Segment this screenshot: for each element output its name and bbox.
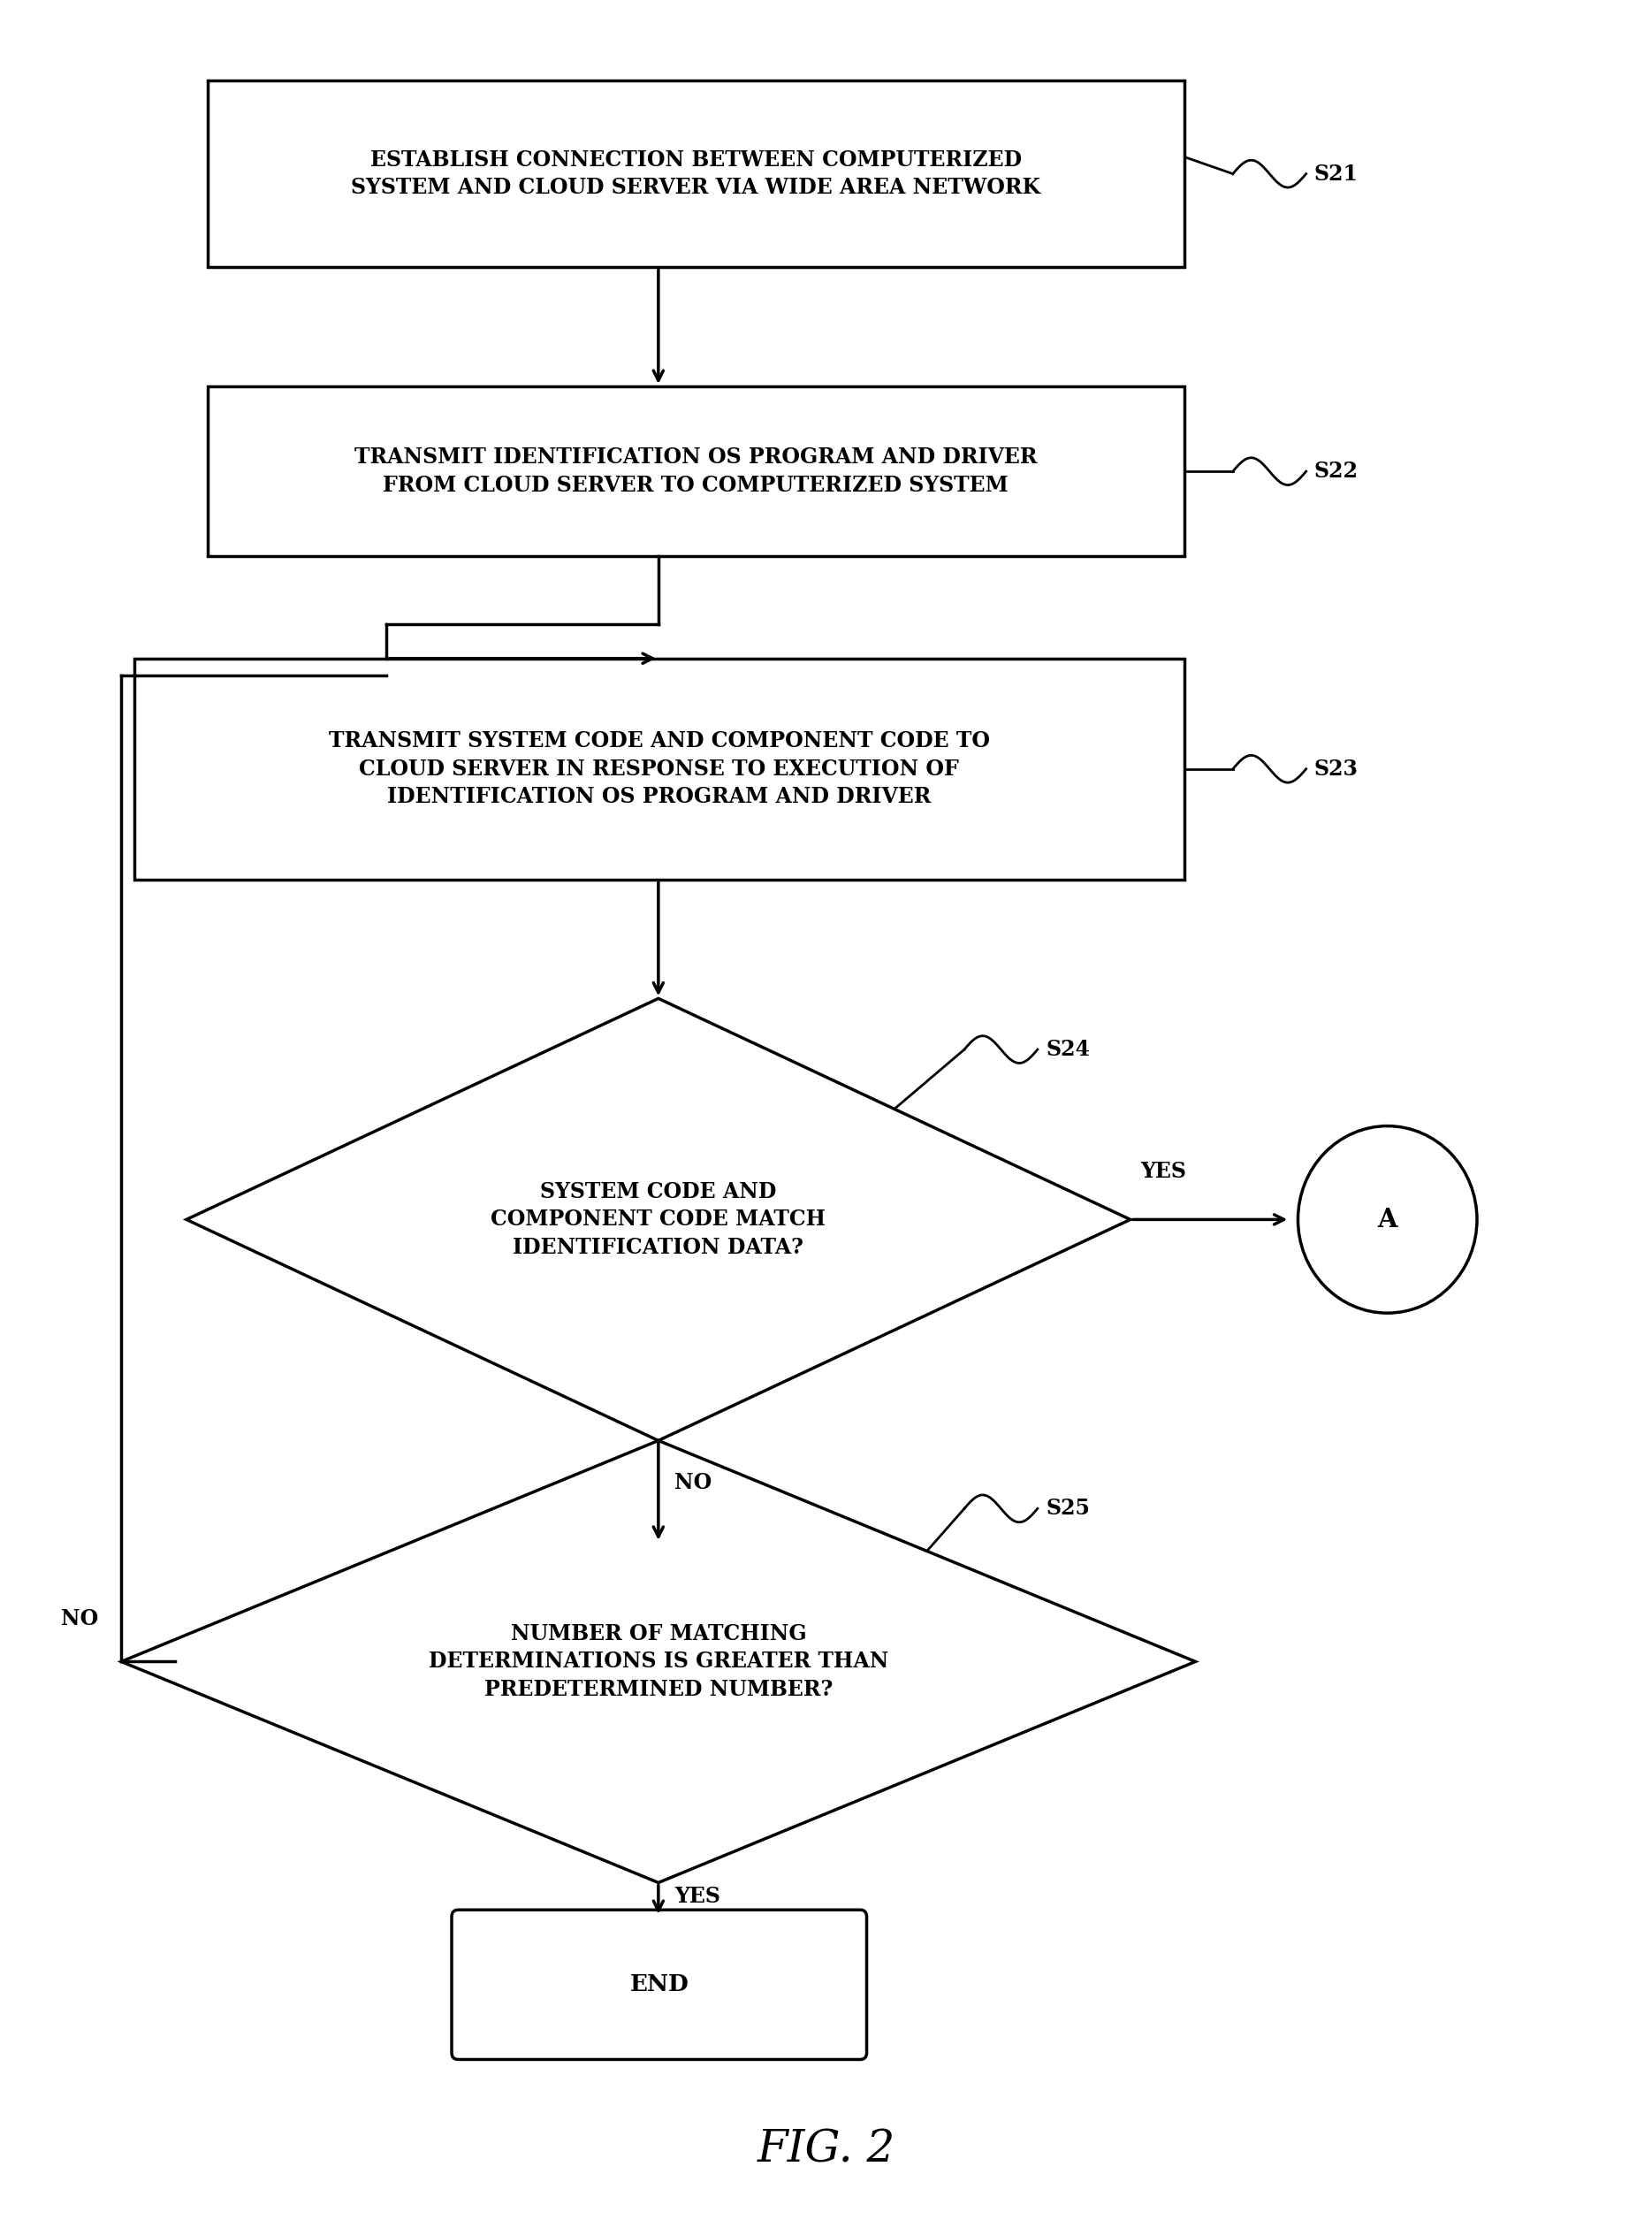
Polygon shape [187,999,1130,1442]
Text: END: END [629,1974,689,1996]
Text: TRANSMIT SYSTEM CODE AND COMPONENT CODE TO
CLOUD SERVER IN RESPONSE TO EXECUTION: TRANSMIT SYSTEM CODE AND COMPONENT CODE … [329,731,990,807]
Text: NO: NO [61,1609,99,1629]
Text: A: A [1378,1207,1398,1231]
Text: YES: YES [1140,1160,1186,1182]
Text: NUMBER OF MATCHING
DETERMINATIONS IS GREATER THAN
PREDETERMINED NUMBER?: NUMBER OF MATCHING DETERMINATIONS IS GRE… [428,1623,889,1701]
Circle shape [1298,1126,1477,1312]
Bar [208,80,1184,268]
Bar [134,659,1184,878]
Text: ESTABLISH CONNECTION BETWEEN COMPUTERIZED
SYSTEM AND CLOUD SERVER VIA WIDE AREA : ESTABLISH CONNECTION BETWEEN COMPUTERIZE… [352,150,1041,199]
Text: S25: S25 [1046,1497,1090,1520]
Bar [208,387,1184,557]
Text: TRANSMIT IDENTIFICATION OS PROGRAM AND DRIVER
FROM CLOUD SERVER TO COMPUTERIZED : TRANSMIT IDENTIFICATION OS PROGRAM AND D… [355,447,1037,496]
Text: YES: YES [674,1886,720,1906]
FancyBboxPatch shape [451,1911,867,2058]
Polygon shape [121,1442,1196,1882]
Text: S23: S23 [1315,758,1358,780]
Text: NO: NO [674,1473,712,1493]
Text: SYSTEM CODE AND
COMPONENT CODE MATCH
IDENTIFICATION DATA?: SYSTEM CODE AND COMPONENT CODE MATCH IDE… [491,1180,826,1258]
Text: S24: S24 [1046,1039,1090,1059]
Text: S21: S21 [1315,163,1358,186]
Text: S22: S22 [1315,460,1358,483]
Text: FIG. 2: FIG. 2 [757,2128,895,2172]
